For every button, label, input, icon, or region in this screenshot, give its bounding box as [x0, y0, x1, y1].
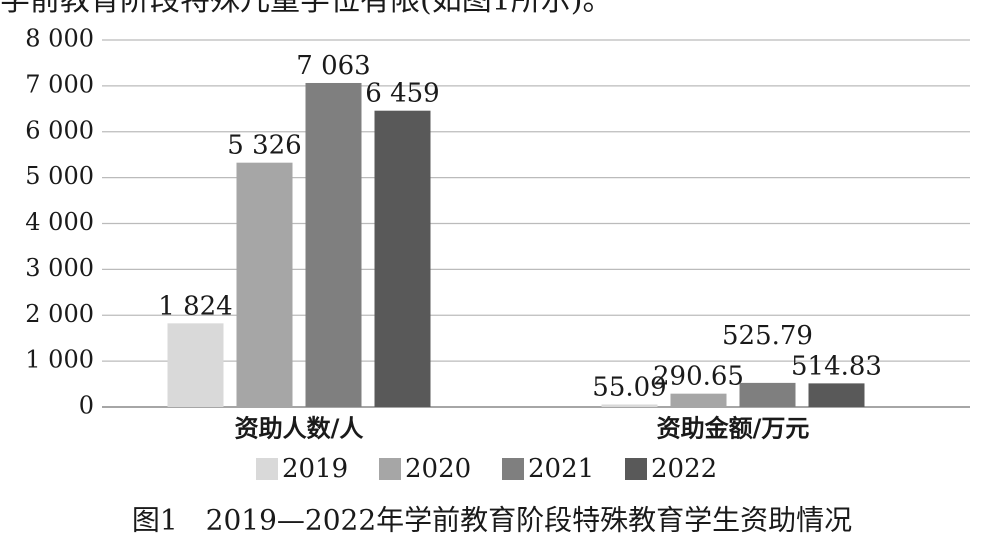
x-tick-label: 资助人数/人	[235, 414, 364, 443]
bar	[167, 323, 224, 407]
value-label: 6 459	[365, 79, 439, 109]
bar	[374, 110, 431, 408]
legend-label: 2019	[282, 454, 348, 484]
bar	[601, 404, 658, 407]
bar	[236, 162, 293, 407]
y-tick-label: 7 000	[25, 70, 94, 98]
legend-label: 2022	[651, 454, 717, 484]
y-tick-label: 3 000	[25, 254, 94, 282]
legend-label: 2021	[528, 454, 594, 484]
y-tick-label: 0	[79, 392, 94, 420]
legend-swatch	[502, 458, 524, 480]
caption: 图1 2019—2022年学前教育阶段特殊教育学生资助情况	[132, 504, 852, 537]
value-label: 5 326	[227, 131, 301, 161]
value-label: 55.09	[592, 372, 666, 402]
bar	[739, 382, 796, 407]
y-tick-label: 4 000	[25, 208, 94, 236]
intro-text: 学前教育阶段特殊儿童学位有限(如图1所示)。	[0, 0, 613, 18]
x-tick-label: 资助金额/万元	[657, 414, 810, 443]
legend-swatch	[625, 458, 647, 480]
value-label: 514.83	[791, 351, 882, 381]
legend-label: 2020	[405, 454, 471, 484]
y-tick-label: 5 000	[25, 162, 94, 190]
value-label: 7 063	[296, 51, 370, 81]
legend-swatch	[379, 458, 401, 480]
bar	[670, 393, 727, 407]
value-label: 1 824	[158, 291, 232, 321]
y-tick-label: 6 000	[25, 116, 94, 144]
legend-swatch	[256, 458, 278, 480]
bar	[305, 82, 362, 408]
value-label: 525.79	[722, 321, 813, 351]
y-tick-label: 1 000	[25, 346, 94, 374]
value-label: 290.65	[653, 362, 744, 392]
bar	[808, 383, 865, 407]
y-tick-label: 2 000	[25, 300, 94, 328]
y-tick-label: 8 000	[25, 25, 94, 53]
